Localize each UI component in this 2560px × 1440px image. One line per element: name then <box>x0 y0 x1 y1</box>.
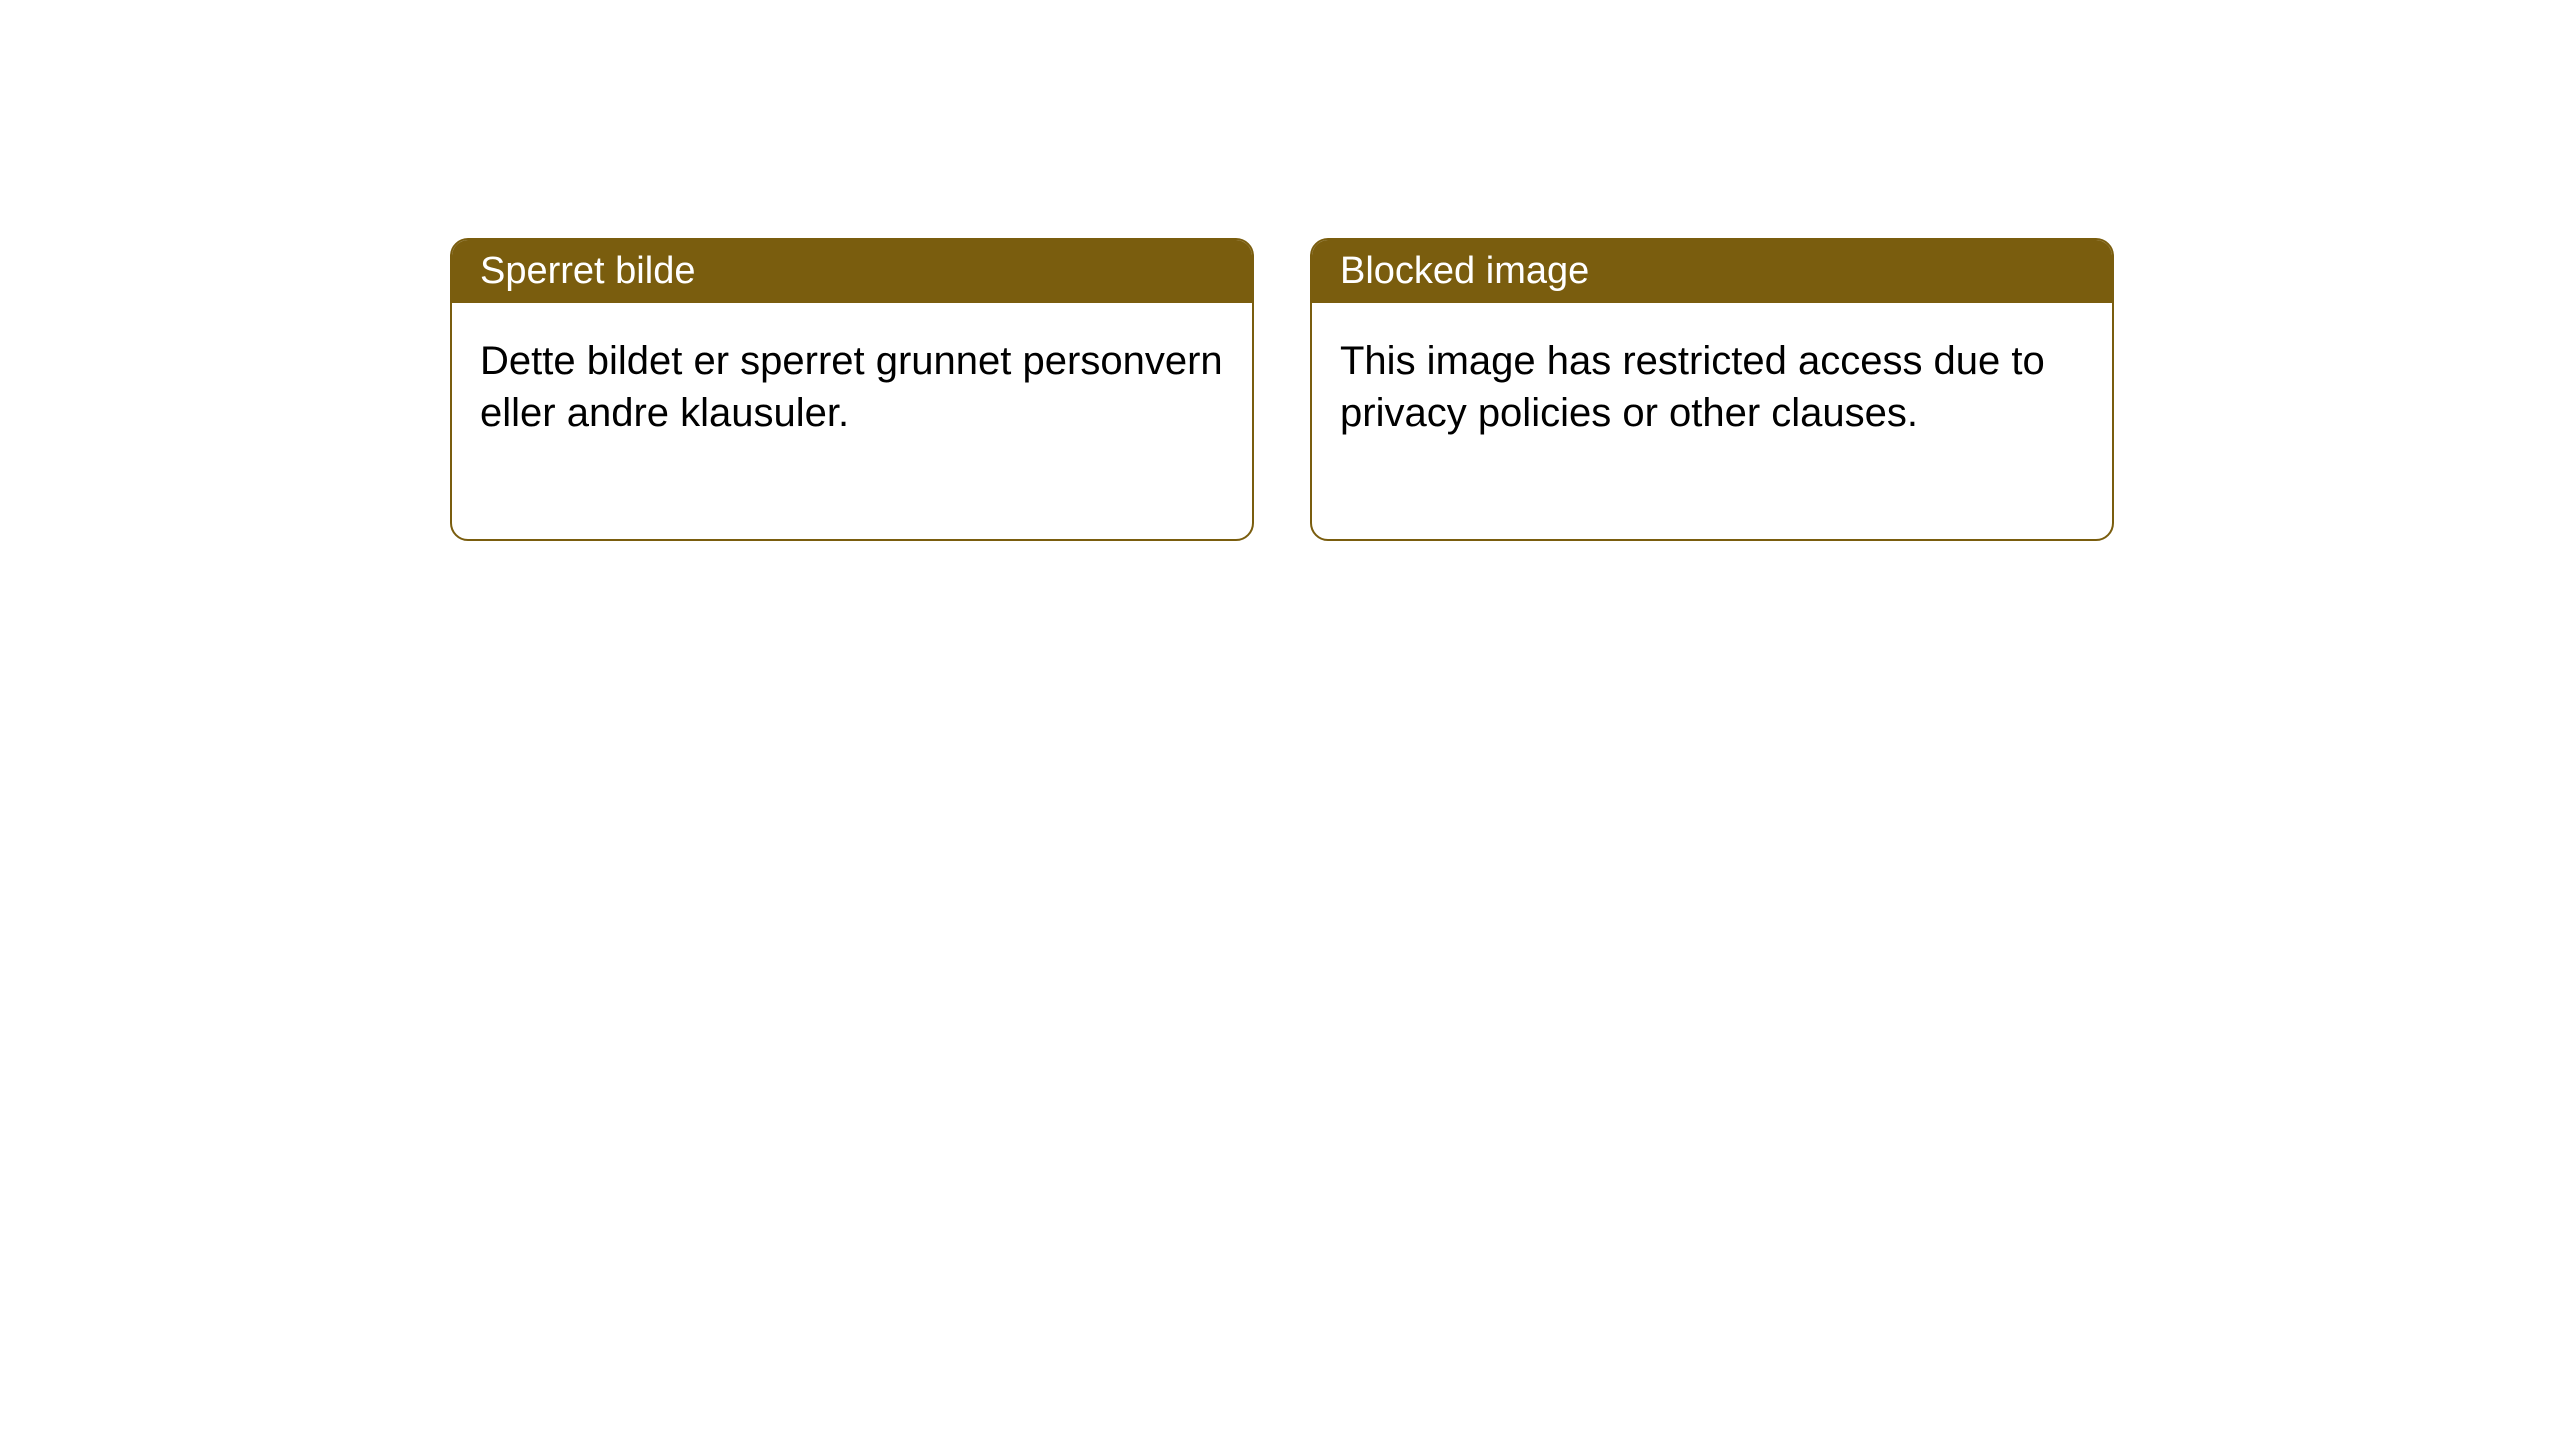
notice-body-norwegian: Dette bildet er sperret grunnet personve… <box>452 303 1252 539</box>
notice-title-norwegian: Sperret bilde <box>452 240 1252 303</box>
notice-card-english: Blocked image This image has restricted … <box>1310 238 2114 541</box>
notice-card-norwegian: Sperret bilde Dette bildet er sperret gr… <box>450 238 1254 541</box>
notice-container: Sperret bilde Dette bildet er sperret gr… <box>450 238 2114 541</box>
notice-body-english: This image has restricted access due to … <box>1312 303 2112 539</box>
notice-title-english: Blocked image <box>1312 240 2112 303</box>
